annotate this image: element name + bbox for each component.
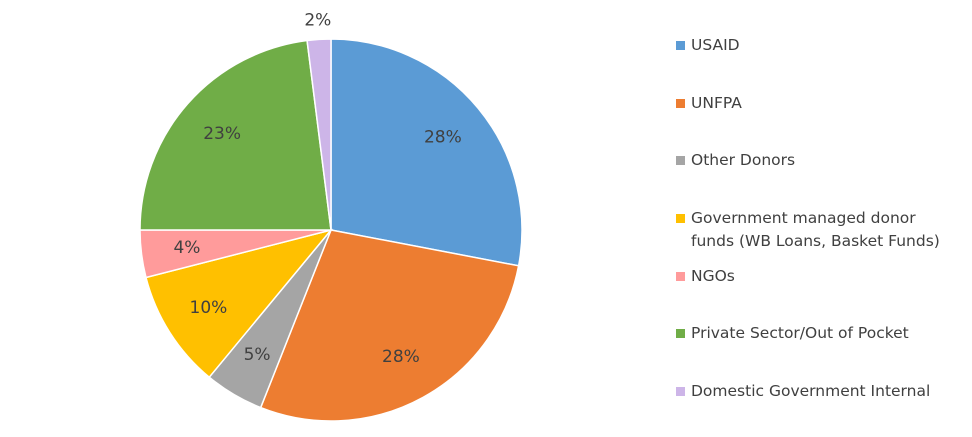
legend-swatch [676,41,685,50]
legend-label: Private Sector/Out of Pocket [691,324,909,343]
pie-slice [145,228,334,379]
legend-item: UNFPA [672,92,962,150]
legend-label: Other Donors [691,151,796,170]
legend: USAID UNFPA Other Donors Government managed… [672,34,962,437]
data-label: 2% [304,10,331,30]
data-label: 5% [244,345,271,365]
legend-item: USAID [672,34,962,92]
legend-item: Other Donors [672,149,962,207]
pie-slice [139,39,332,231]
pie-slice [306,38,332,231]
legend-label: NGOs [691,266,735,285]
legend-item: Domestic Government Internal [672,380,962,437]
legend-swatch [676,329,685,339]
legend-label: UNFPA [691,93,742,112]
legend-label: Government managed donor funds (WB Loans… [691,209,940,251]
data-label: 28% [382,347,420,367]
legend-item: Private Sector/Out of Pocket [672,322,962,380]
legend-swatch [676,387,685,397]
legend-label: Domestic Government Internal [691,382,931,401]
legend-swatch [676,271,685,281]
pie-slice [259,229,520,422]
data-label: 10% [190,298,228,318]
legend-swatch [676,98,685,108]
legend-swatch [676,156,685,166]
data-label: 4% [173,238,200,258]
data-label: 23% [203,124,241,144]
legend-label: USAID [691,36,740,54]
legend-item: Government managed donor funds (WB Loans… [672,207,962,265]
data-label: 28% [424,127,462,147]
pie-slice [330,38,523,267]
legend-swatch [676,214,685,224]
legend-item: NGOs [672,265,962,323]
